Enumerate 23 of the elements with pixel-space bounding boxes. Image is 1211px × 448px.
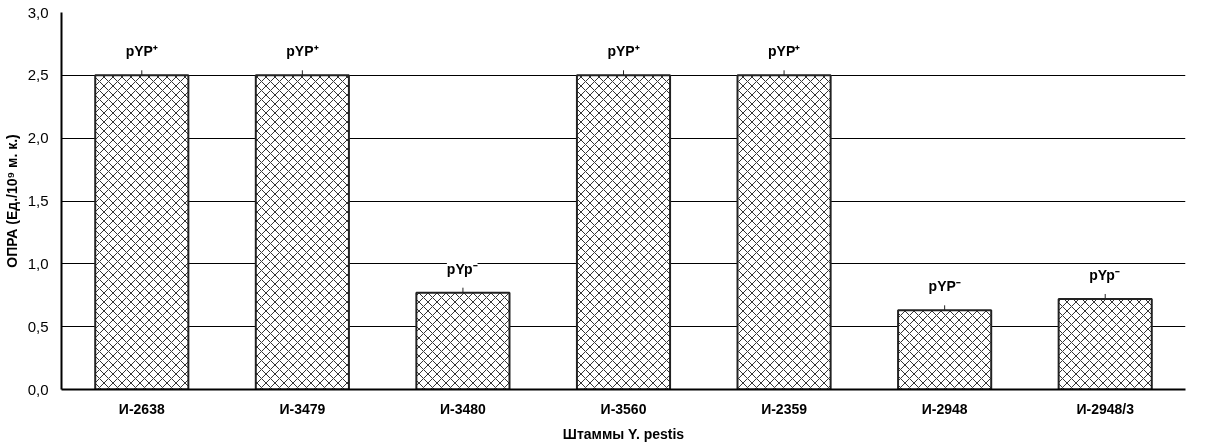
x-tick-label: И-3480	[439, 400, 487, 417]
x-tick-label: И-3479	[279, 400, 326, 417]
annotation: pYp⁻	[1089, 267, 1120, 284]
annotation: pYP⁺	[607, 43, 640, 60]
annotation: pYP⁺	[125, 43, 158, 60]
x-tick-label: И-2948/3	[1076, 400, 1135, 417]
y-tick-label: 3,0	[27, 3, 49, 21]
y-tick-label: 2,0	[27, 129, 49, 147]
x-tick-label: И-2359	[761, 400, 808, 417]
annotation: pYP⁺	[768, 43, 801, 60]
y-tick-label: 2,5	[27, 66, 49, 84]
y-axis-title: ОПРА (Ед./10⁹ м. к.)	[3, 134, 20, 268]
y-tick-label: 0,0	[27, 380, 49, 398]
x-tick-label: И-2948	[921, 400, 968, 417]
annotation: pYp⁻	[446, 260, 478, 277]
y-tick-label: 1,0	[27, 254, 49, 272]
y-tick-label: 0,5	[27, 317, 49, 335]
x-tick-label: И-2638	[118, 400, 165, 417]
annotation: pYP⁻	[928, 278, 961, 295]
y-tick-label: 1,5	[27, 192, 49, 209]
x-tick-label: И-3560	[600, 400, 647, 417]
x-axis-title: Штаммы Y. pestis	[562, 425, 685, 442]
annotation: pYP⁺	[286, 43, 319, 60]
